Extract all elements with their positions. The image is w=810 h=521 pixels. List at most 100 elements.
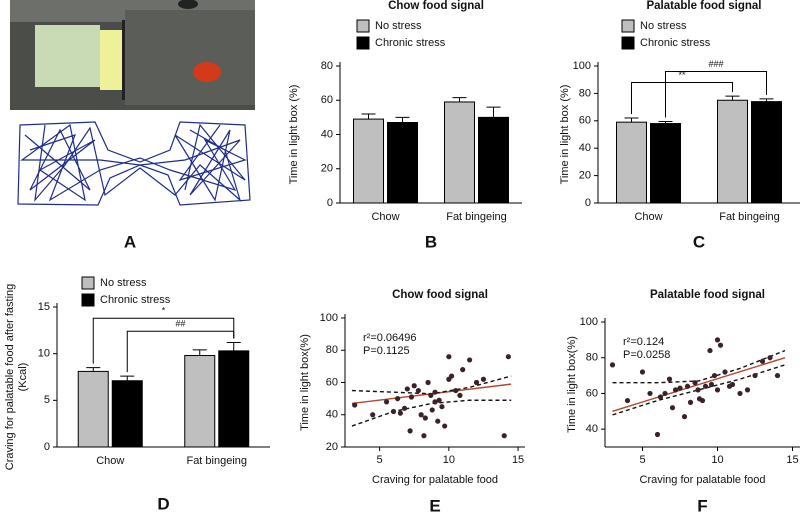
y-tick-label: 60 [586,387,598,399]
point [759,358,766,364]
error-bar [361,113,376,120]
point [383,399,390,405]
legend-label: Chronic stress [100,294,171,306]
point [744,387,751,393]
bar [717,99,748,204]
x-tick-label: Chow [634,211,662,223]
y-tick-label: 40 [579,142,591,154]
point [684,383,691,389]
point [401,405,408,411]
point [714,387,721,393]
y-tick-label: 0 [327,197,333,209]
bar [387,122,418,204]
point [657,394,664,400]
point [707,347,713,354]
point [677,385,683,391]
error-bar [120,375,135,381]
point [397,410,403,416]
legend-label: No stress [100,277,147,289]
legend-swatch [356,19,370,33]
y-tick-label: 80 [326,344,338,356]
point [415,387,421,394]
point [432,399,438,405]
point [436,397,442,403]
y-tick-label: 80 [321,60,333,72]
point [702,383,709,389]
significance-label: ### [708,59,723,69]
point [717,342,724,348]
y-tick-label: 20 [326,441,338,453]
point [352,402,358,408]
point [395,396,401,402]
bar [111,380,143,448]
point [687,399,694,405]
y-tick-label: 15 [38,301,50,313]
y-tick-label: 100 [320,312,338,324]
x-tick-label: Fat bingeing [719,211,780,223]
point [696,396,703,402]
x-tick-label: 10 [711,454,723,466]
significance-label: ## [175,319,185,329]
bar [444,101,475,204]
panel-label: F [697,496,707,515]
point [457,392,463,398]
legend-swatch [81,293,95,307]
significance-bracket [665,70,767,118]
fit-line [612,357,786,412]
bar [77,370,109,448]
point [737,390,743,397]
point [453,387,459,394]
chart-title: Chow food signal [388,0,484,12]
bar [353,118,384,204]
point [407,428,413,434]
point [467,357,473,363]
legend-label: Chronic stress [640,37,711,49]
stat-label: P=0.0258 [623,349,670,361]
fit-line [351,375,512,395]
x-tick-label: 15 [512,454,524,466]
point [774,372,781,379]
error-bar [192,349,207,356]
y-axis-label: (Kcal) [17,363,29,392]
bar [478,116,509,204]
x-axis-label: Craving for palatable food [372,474,498,486]
point [714,337,721,343]
y-axis-label: Time in light box(%) [566,336,578,433]
legend-label: Chronic stress [375,37,446,49]
point [473,379,480,386]
point [442,423,448,429]
x-tick-label: 10 [443,454,455,466]
point [411,383,417,389]
point [408,394,415,400]
x-axis-label: Craving for palatable food [640,474,766,486]
point [708,381,715,388]
point [439,404,445,410]
photo [10,0,255,110]
point [425,379,431,386]
stat-label: P=0.1125 [363,345,410,357]
bar [650,123,681,204]
point [429,407,435,413]
point [654,431,661,438]
y-tick-label: 20 [579,170,591,182]
point [672,387,679,393]
point [449,373,455,379]
point [695,387,701,393]
bar [184,355,216,448]
y-tick-label: 80 [586,352,598,364]
panel-label: A [124,232,136,251]
point [422,415,428,421]
point [418,412,424,418]
x-tick-label: Fat bingeing [186,455,247,467]
stat-label: r²=0.124 [623,336,664,348]
point [480,376,487,382]
point [432,389,438,395]
x-tick-label: Chow [371,211,399,223]
panel-label: C [693,232,705,251]
chart-title: Chow food signal [392,289,488,301]
point [752,372,758,379]
point [666,376,673,382]
panel-label: D [157,494,169,513]
y-tick-label: 60 [326,376,338,388]
